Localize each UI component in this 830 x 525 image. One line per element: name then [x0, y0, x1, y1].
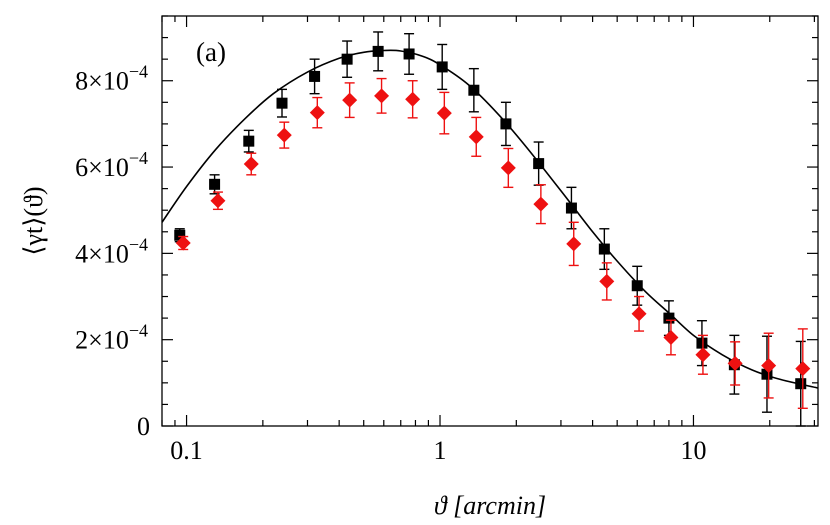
data-point-diamond: [727, 355, 743, 371]
y-tick-label: 0: [137, 412, 150, 441]
model-curve-layer: [161, 49, 819, 389]
data-point-diamond: [243, 156, 259, 172]
x-tick-label: 0.1: [170, 436, 203, 465]
panel-label: (a): [196, 37, 226, 67]
data-point-square: [500, 118, 512, 130]
data-point-diamond: [533, 196, 549, 212]
data-point-diamond: [276, 127, 292, 143]
data-point-diamond: [405, 91, 421, 107]
y-tick-label: 8×10−4: [75, 62, 148, 96]
data-point-square: [468, 84, 480, 96]
data-point-diamond: [436, 105, 452, 121]
data-point-square: [276, 97, 288, 109]
y-tick-label: 6×10−4: [75, 148, 148, 182]
data-point-diamond: [309, 105, 325, 121]
x-tick-label: 10: [680, 436, 706, 465]
y-tick-label: 2×10−4: [75, 321, 148, 355]
data-point-square: [309, 70, 321, 82]
data-marks-layer: [174, 31, 811, 427]
data-point-square: [631, 280, 643, 292]
data-point-diamond: [795, 361, 811, 377]
data-point-square: [696, 337, 708, 349]
data-point-square: [598, 243, 610, 255]
data-point-diamond: [566, 236, 582, 252]
data-point-square: [565, 202, 577, 214]
plot-frame: [161, 15, 819, 427]
data-point-diamond: [500, 160, 516, 176]
data-point-diamond: [468, 129, 484, 145]
data-point-diamond: [342, 92, 358, 108]
data-point-square: [436, 61, 448, 73]
axes-layer: 0.1 1 10 0 2×10−4 4×10−4 6×10−4 8×10−4: [75, 15, 818, 465]
x-tick-label: 1: [434, 436, 447, 465]
data-point-diamond: [175, 235, 191, 251]
data-point-diamond: [599, 273, 615, 289]
x-axis-title: ϑ [arcmin]: [434, 491, 546, 520]
data-point-square: [761, 368, 773, 380]
data-point-square: [533, 158, 545, 170]
data-point-square: [795, 378, 807, 390]
data-point-diamond: [631, 306, 647, 322]
data-point-diamond: [695, 347, 711, 363]
data-point-square: [372, 45, 384, 57]
data-point-square: [403, 48, 415, 60]
y-axis-title: ⟨γt⟩(ϑ): [19, 186, 48, 255]
model-curve: [161, 49, 819, 389]
data-point-square: [341, 53, 353, 65]
data-point-diamond: [210, 193, 226, 209]
data-point-diamond: [663, 330, 679, 346]
y-tick-label: 4×10−4: [75, 234, 148, 268]
data-point-square: [174, 229, 186, 241]
data-point-square: [243, 135, 255, 147]
data-point-square: [209, 178, 221, 190]
data-point-diamond: [374, 88, 390, 104]
data-point-square: [663, 312, 675, 324]
data-point-diamond: [761, 358, 777, 374]
